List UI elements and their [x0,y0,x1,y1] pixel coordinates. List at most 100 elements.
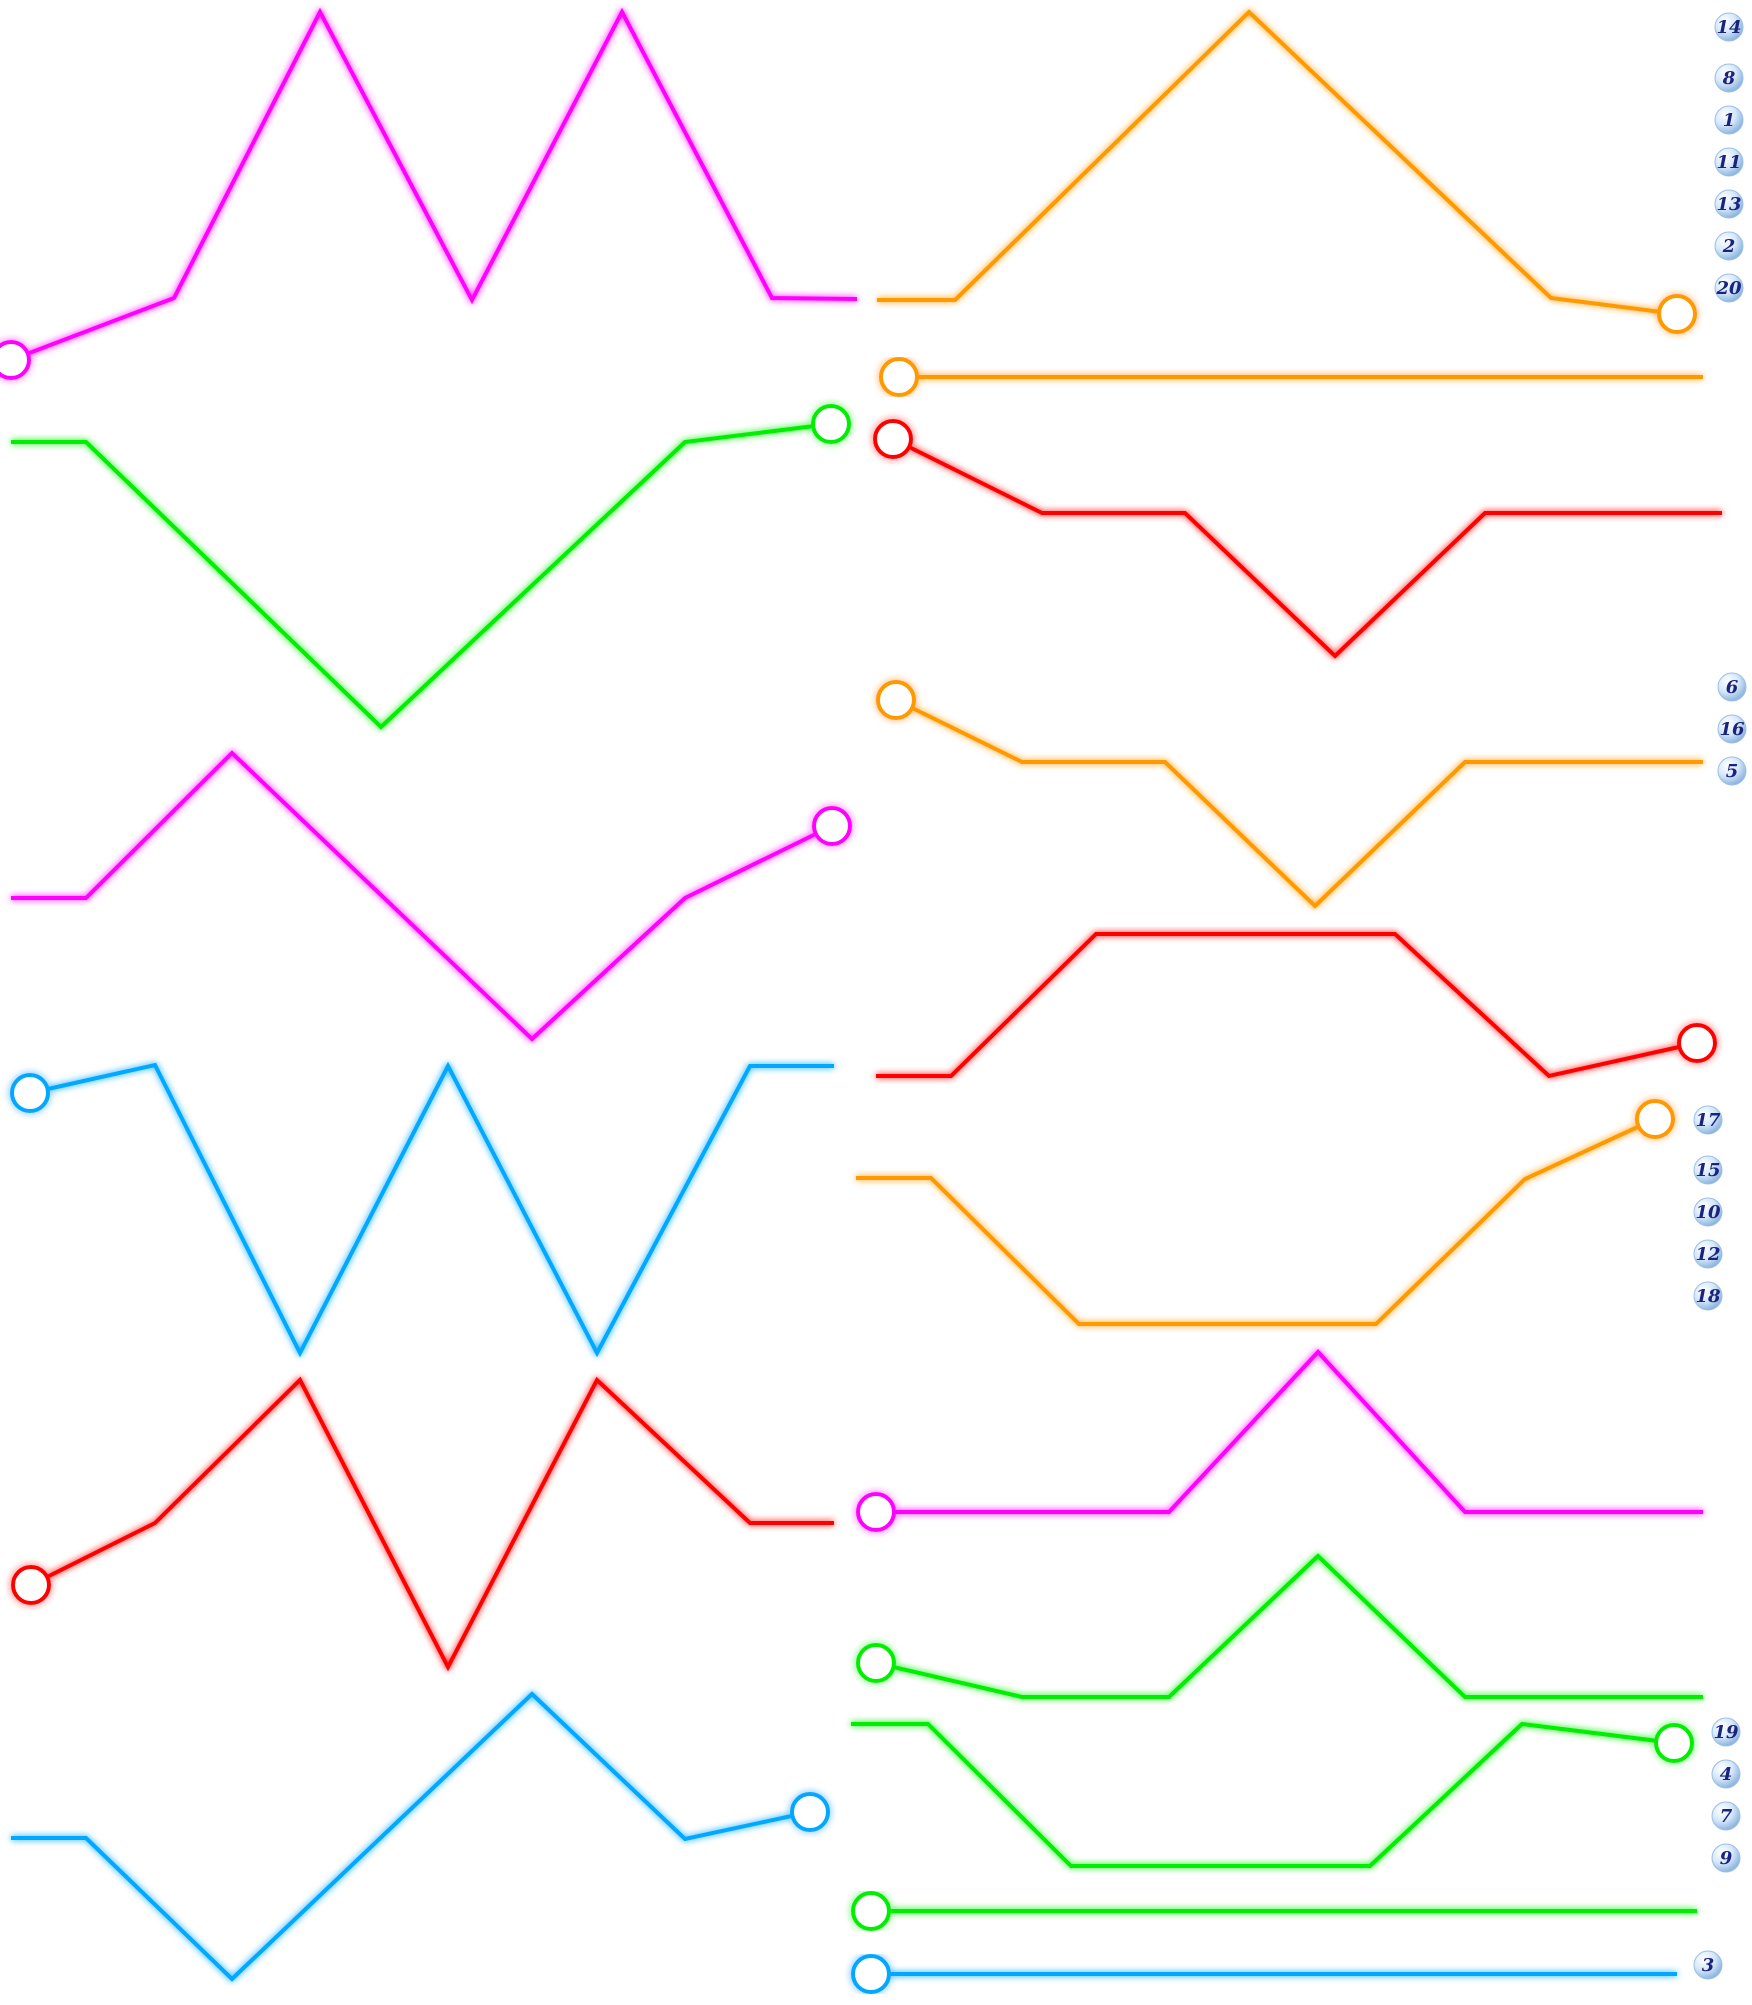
number-badge: 8 [1714,63,1744,93]
badge-number: 4 [1720,1764,1733,1785]
number-badge: 17 [1693,1105,1723,1135]
rope-end-knob[interactable] [11,1565,51,1605]
rope-path[interactable] [30,1376,834,1672]
rope-end-knob[interactable] [856,1492,896,1532]
rope-path[interactable] [11,750,833,1042]
badge-number: 9 [1720,1848,1733,1869]
rope-path[interactable] [856,1117,1656,1326]
rope-end-knob[interactable] [856,1643,896,1683]
rope-right-8[interactable] [856,1553,1703,1699]
rope-right-3[interactable] [873,419,1722,659]
badge-bubble [1717,756,1747,786]
rope-right-9[interactable] [851,1721,1694,1868]
badge-bubble [1711,1717,1741,1747]
number-badge: 3 [1693,1950,1723,1980]
rope-right-7[interactable] [856,1349,1703,1532]
number-badge: 4 [1711,1759,1741,1789]
number-badge: 7 [1711,1801,1741,1831]
rope-left-6[interactable] [11,1691,830,1982]
badge-number: 6 [1726,677,1739,698]
badge-bubble [1714,231,1744,261]
number-badge: 2 [1714,231,1744,261]
rope-path[interactable] [10,7,858,362]
rope-right-1[interactable] [877,9,1697,334]
badge-bubble [1693,1239,1723,1269]
rope-path[interactable] [876,1349,1703,1514]
rope-end-knob[interactable] [876,680,916,720]
rope-end-knob[interactable] [873,419,913,459]
number-badge: 15 [1693,1155,1723,1185]
badge-number: 17 [1695,1110,1721,1131]
number-badge: 19 [1711,1717,1741,1747]
number-badge: 18 [1693,1281,1723,1311]
badge-number: 15 [1695,1160,1720,1181]
rope-left-3[interactable] [11,750,852,1042]
badge-number: 19 [1713,1722,1739,1743]
badge-bubble [1693,1950,1723,1980]
rope-end-knob[interactable] [812,806,852,846]
badge-bubble [1714,273,1744,303]
badge-bubble [1714,189,1744,219]
badge-number: 18 [1695,1286,1721,1307]
rope-right-11[interactable] [851,1954,1677,1994]
rope-end-knob[interactable] [10,1073,50,1113]
number-badge: 1 [1714,105,1744,135]
badge-bubble [1711,1759,1741,1789]
badge-number: 5 [1726,761,1739,782]
rope-right-2[interactable] [879,357,1703,397]
rope-end-knob[interactable] [1654,1723,1694,1763]
rope-end-knob[interactable] [811,404,851,444]
badge-number: 3 [1702,1955,1715,1976]
number-badge: 20 [1714,273,1744,303]
rope-path[interactable] [877,9,1678,316]
number-badge: 5 [1717,756,1747,786]
rope-end-knob[interactable] [0,340,31,380]
rope-left-5[interactable] [11,1376,834,1672]
rope-path[interactable] [29,1061,834,1358]
badge-bubble [1714,147,1744,177]
rope-right-5[interactable] [876,932,1717,1079]
badge-bubble [1693,1197,1723,1227]
rope-end-knob[interactable] [851,1954,891,1994]
number-badge: 9 [1711,1843,1741,1873]
rope-path[interactable] [876,932,1698,1079]
rope-end-knob[interactable] [1635,1099,1675,1139]
rope-end-knob[interactable] [790,1792,830,1832]
rope-end-knob[interactable] [1677,1023,1717,1063]
badge-number: 16 [1719,719,1745,740]
rope-path[interactable] [875,1553,1703,1699]
badge-number: 1 [1723,110,1736,131]
badge-bubble [1693,1105,1723,1135]
badge-number: 20 [1715,278,1742,299]
rope-path[interactable] [11,422,832,730]
badge-number: 12 [1695,1244,1720,1265]
badge-number: 10 [1695,1202,1721,1223]
rope-end-knob[interactable] [1657,294,1697,334]
rope-path[interactable] [892,437,1722,659]
badge-bubble [1693,1281,1723,1311]
badge-bubble [1711,1801,1741,1831]
badge-bubble [1717,714,1747,744]
rope-lines [0,7,1722,1994]
badge-bubble [1714,105,1744,135]
rope-end-knob[interactable] [851,1891,891,1931]
rope-right-6[interactable] [856,1099,1675,1326]
rope-path[interactable] [11,1691,811,1982]
rope-left-2[interactable] [11,404,851,730]
rope-left-1[interactable] [0,7,858,380]
badge-bubble [1714,12,1744,42]
badge-number: 8 [1722,68,1736,89]
number-badge: 10 [1693,1197,1723,1227]
rope-path[interactable] [895,698,1703,909]
rope-path[interactable] [851,1721,1675,1868]
badge-number: 2 [1722,236,1736,257]
badge-number: 14 [1716,17,1741,38]
badge-bubble [1711,1843,1741,1873]
rope-right-4[interactable] [876,680,1703,909]
rope-left-4[interactable] [10,1061,834,1358]
number-badge: 6 [1717,672,1747,702]
number-badge: 14 [1714,12,1744,42]
rope-end-knob[interactable] [879,357,919,397]
rope-right-10[interactable] [851,1891,1697,1931]
